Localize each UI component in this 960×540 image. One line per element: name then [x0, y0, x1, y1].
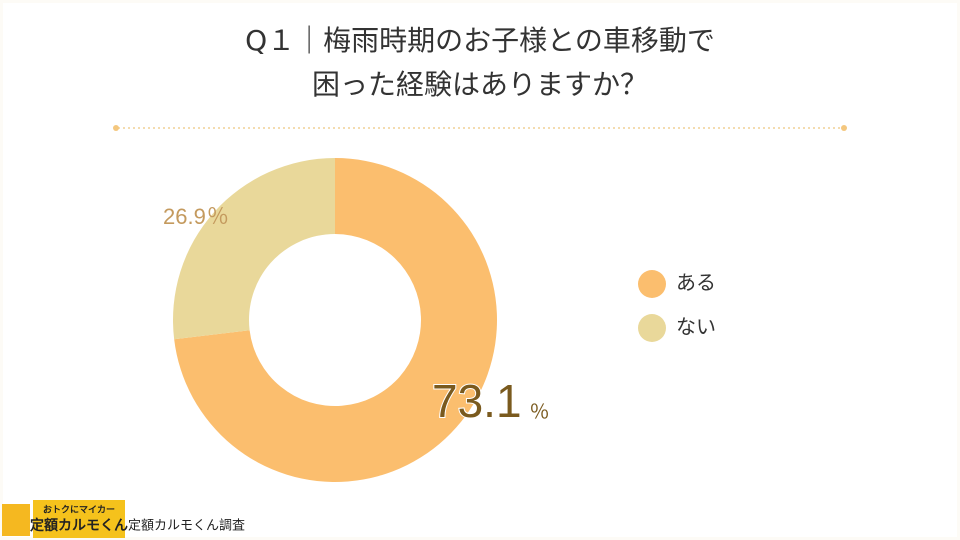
logo-top: おトクにマイカー: [43, 505, 115, 516]
legend-label: ある: [676, 271, 716, 295]
divider-dot: [113, 125, 119, 131]
value-label: 26.9: [163, 204, 206, 229]
value-unit: ％: [530, 400, 550, 424]
value-label: 73.1: [432, 375, 522, 427]
chart-title: 困った経験はありますか？: [312, 68, 648, 101]
hole-ring: [253, 238, 417, 402]
footer-logo: おトクにマイカー 定額カルモくん 定額カルモくん調査: [2, 500, 245, 538]
legend-swatch: [638, 314, 666, 342]
logo-box: [33, 500, 125, 538]
value-unit: ％: [207, 205, 229, 230]
legend-label: ない: [676, 315, 716, 339]
divider-dot: [841, 125, 847, 131]
legend-swatch: [638, 270, 666, 298]
donut-slice: [172, 158, 335, 340]
credit: 定額カルモくん調査: [128, 519, 245, 534]
donut: 73.1 ％26.9 ％: [163, 158, 550, 482]
chart-title: Q１｜梅雨時期のお子様との車移動で: [245, 24, 715, 57]
donut-slice: [174, 158, 498, 482]
logo-main: 定額カルモくん: [30, 517, 128, 534]
logo-icon: [2, 504, 30, 536]
